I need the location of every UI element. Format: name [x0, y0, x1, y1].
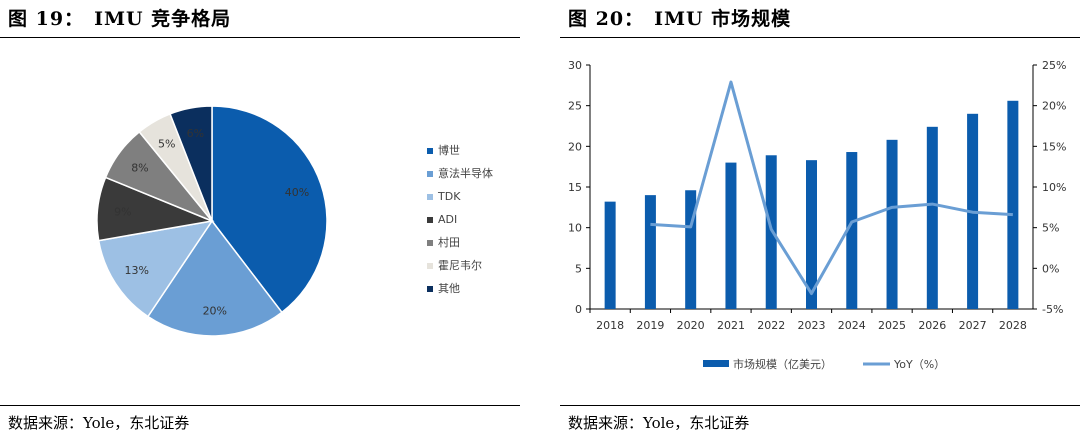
x-tick-label: 2020 — [677, 319, 705, 332]
legend-swatch — [427, 194, 433, 200]
legend-swatch — [427, 240, 433, 246]
pie-slice — [146, 219, 283, 337]
x-tick-label: 2022 — [757, 319, 785, 332]
legend-swatch — [427, 217, 433, 223]
bar — [644, 195, 656, 309]
left-tick-label: 20 — [568, 140, 582, 153]
legend-label: 意法半导体 — [438, 166, 493, 180]
pie-data-label: 8% — [131, 162, 148, 175]
title-divider — [560, 37, 1080, 38]
x-tick-label: 2018 — [596, 319, 624, 332]
pie-data-label: 40% — [285, 186, 309, 199]
legend-label: TDK — [437, 190, 461, 203]
bar — [685, 190, 697, 309]
x-tick-label: 2021 — [717, 319, 745, 332]
combo-legend: 市场规模（亿美元） YoY（%） — [703, 357, 945, 371]
legend-swatch — [427, 148, 433, 154]
line-series — [650, 80, 1013, 296]
legend-label: 村田 — [438, 235, 460, 249]
pie-labels: 40% 20% 13% 9% 8% 5% 6% — [114, 127, 309, 318]
right-tick-label: 25% — [1042, 59, 1066, 72]
source-divider — [0, 405, 520, 406]
legend-label: ADI — [438, 213, 457, 226]
pie-slice — [211, 105, 328, 314]
legend-label: 其他 — [438, 282, 460, 295]
yoy-line — [650, 80, 1013, 296]
right-tick-label: 0% — [1042, 262, 1059, 275]
bar — [765, 155, 777, 309]
figure-20-source: 数据来源：Yole，东北证券 — [568, 414, 750, 432]
x-tick-label: 2024 — [838, 319, 866, 332]
pie-data-label: 13% — [125, 264, 149, 277]
x-tick-label: 2025 — [878, 319, 906, 332]
source-divider — [560, 405, 1080, 406]
left-tick-label: 10 — [568, 222, 582, 235]
pie-slice — [97, 219, 214, 318]
x-tick-label: 2023 — [798, 319, 826, 332]
bar — [926, 126, 938, 310]
pie-data-label: 20% — [203, 305, 227, 318]
figure-20-panel: 图 20： IMU 市场规模 0 5 10 15 20 25 30 -5% 0% 5% 10% 15% 2… — [560, 0, 1080, 437]
right-tick-label: -5% — [1042, 303, 1063, 316]
figure-19-title: 图 19： IMU 竞争格局 — [8, 8, 232, 30]
legend-label: 霍尼韦尔 — [438, 259, 482, 272]
pie-data-label: 9% — [114, 205, 131, 218]
figure-19-panel: 图 19： IMU 竞争格局 40% 20% 13% 9% 8% 5% 6% 博世意法半导体 T… — [0, 0, 520, 437]
bar — [1007, 100, 1019, 309]
bar — [886, 139, 898, 309]
left-tick-label: 25 — [568, 100, 582, 113]
legend-label-bar: 市场规模（亿美元） — [733, 357, 832, 371]
pie-data-label: 5% — [158, 138, 175, 151]
pie-slice — [169, 105, 213, 222]
bar — [846, 152, 858, 309]
bar — [806, 160, 817, 309]
pie-data-label: 6% — [187, 127, 204, 140]
bar — [725, 162, 737, 309]
legend-swatch — [427, 286, 433, 292]
figure-19-source: 数据来源：Yole，东北证券 — [8, 414, 190, 432]
bar — [604, 201, 616, 309]
figure-20-title: 图 20： IMU 市场规模 — [568, 8, 792, 30]
left-tick-label: 5 — [575, 262, 582, 275]
legend-swatch — [427, 171, 433, 177]
title-divider — [0, 37, 520, 38]
legend-label: 博世 — [438, 144, 460, 157]
right-tick-label: 20% — [1042, 100, 1066, 113]
right-tick-label: 15% — [1042, 140, 1066, 153]
legend-swatch — [427, 263, 433, 269]
right-tick-label: 10% — [1042, 181, 1066, 194]
x-tick-label: 2027 — [959, 319, 987, 332]
x-tick-label: 2026 — [918, 319, 946, 332]
left-tick-label: 15 — [568, 181, 582, 194]
x-tick-label: 2028 — [999, 319, 1027, 332]
left-tick-label: 30 — [568, 59, 582, 72]
pie-slices — [96, 105, 328, 337]
legend-label-line: YoY（%） — [893, 358, 945, 371]
left-tick-label: 0 — [575, 303, 582, 316]
x-tick-label: 2019 — [636, 319, 664, 332]
right-tick-label: 5% — [1042, 222, 1059, 235]
bar-series — [604, 100, 1019, 310]
legend-swatch-bar — [703, 360, 729, 367]
